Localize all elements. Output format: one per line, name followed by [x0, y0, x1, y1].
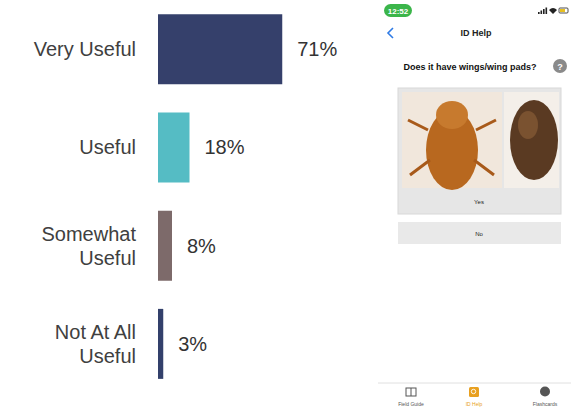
- svg-text:?: ?: [557, 62, 563, 72]
- svg-text:71%: 71%: [297, 38, 337, 60]
- svg-text:3%: 3%: [178, 333, 207, 355]
- svg-text:No: No: [475, 231, 483, 237]
- svg-text:ID Help: ID Help: [460, 28, 492, 38]
- svg-text:Useful: Useful: [79, 136, 136, 158]
- svg-text:Somewhat: Somewhat: [42, 223, 137, 245]
- svg-text:Flashcards: Flashcards: [533, 401, 558, 407]
- svg-text:12:52: 12:52: [388, 7, 409, 16]
- svg-text:ID Help: ID Help: [466, 401, 483, 407]
- svg-text:Useful: Useful: [79, 345, 136, 367]
- svg-text:Does it have wings/wing pads?: Does it have wings/wing pads?: [403, 62, 536, 72]
- svg-text:Useful: Useful: [79, 247, 136, 269]
- svg-text:Field Guide: Field Guide: [398, 401, 424, 407]
- svg-text:Yes: Yes: [474, 199, 484, 205]
- svg-text:8%: 8%: [187, 235, 216, 257]
- svg-text:Very Useful: Very Useful: [34, 38, 136, 60]
- svg-text:Not At All: Not At All: [55, 321, 136, 343]
- svg-text:18%: 18%: [205, 136, 245, 158]
